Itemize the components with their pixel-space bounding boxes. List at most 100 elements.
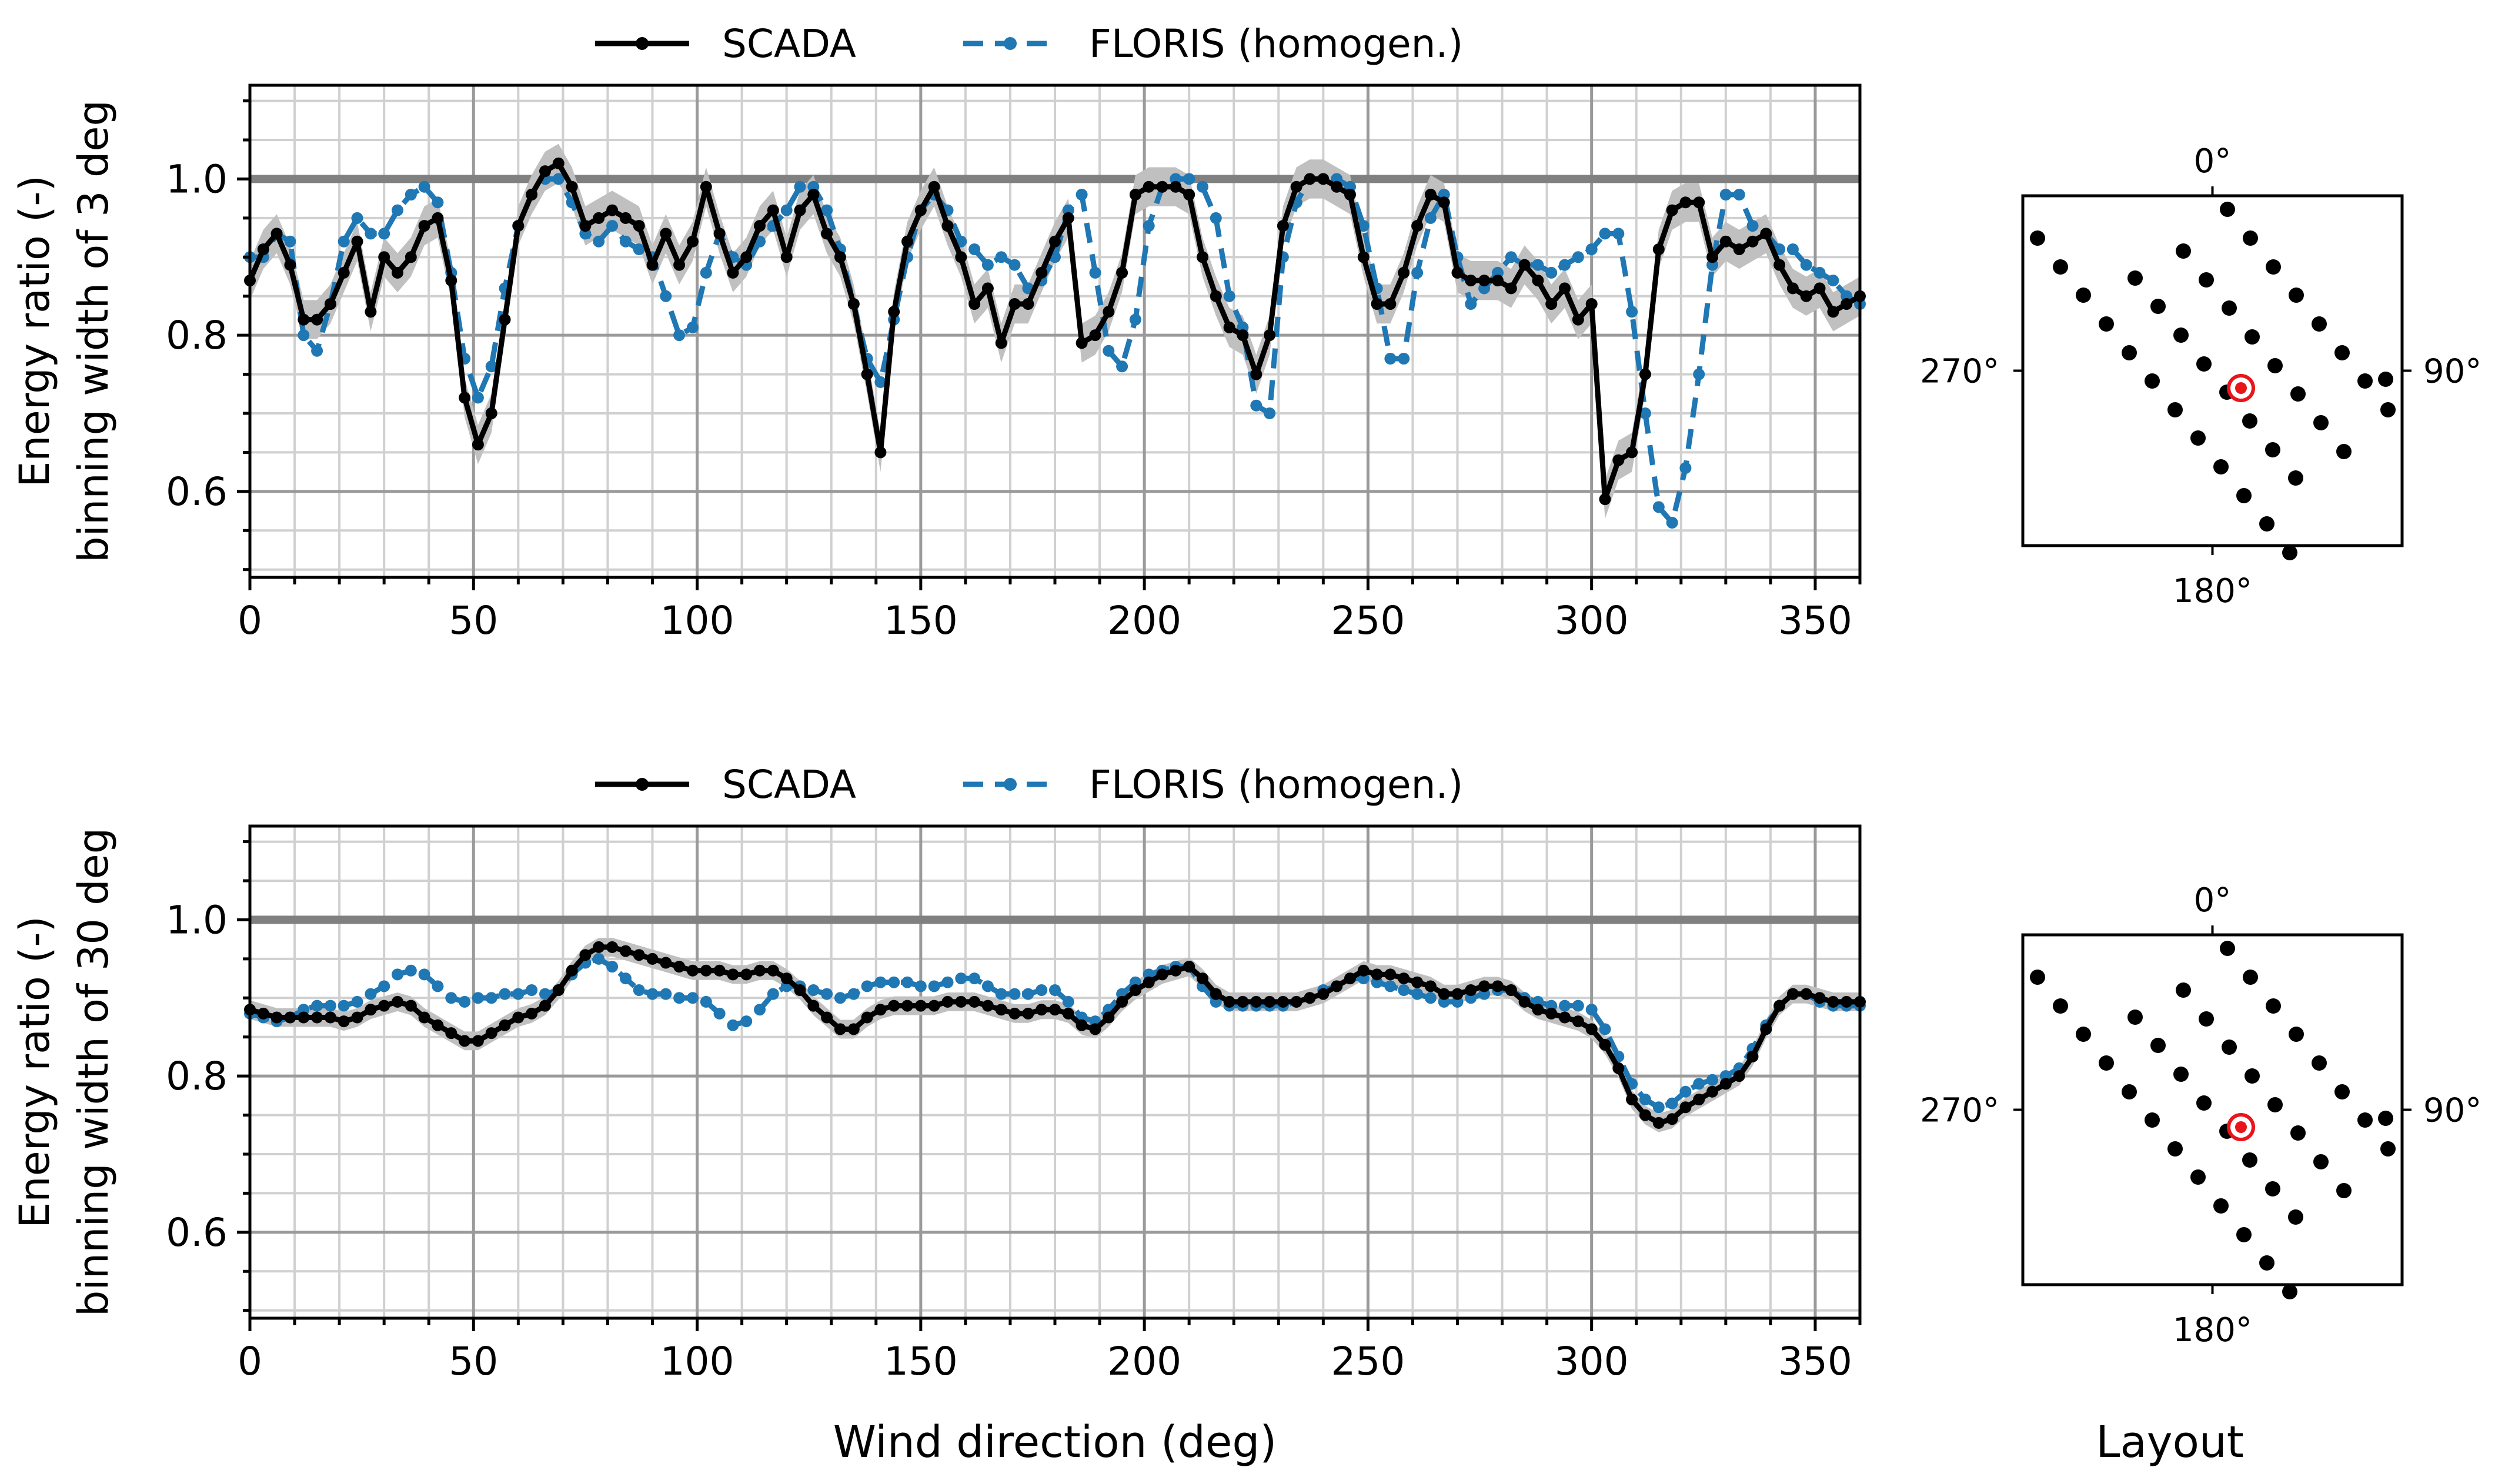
scada-point (499, 313, 511, 326)
scada-point (1719, 1078, 1732, 1090)
scada-point (324, 298, 336, 310)
scada-point (1813, 992, 1826, 1004)
scada-point (445, 275, 457, 287)
energy-ratio-3deg-chart: 0 50 100 150 200 250 300 350 0.6 0.8 1.0 Energy rat… (11, 83, 1866, 643)
scada-point (1237, 329, 1249, 342)
turbine-dot (2190, 430, 2206, 446)
scada-point (700, 181, 712, 193)
turbine-dot (2378, 1111, 2393, 1126)
floris-point (392, 204, 403, 216)
scada-point (1760, 228, 1772, 240)
scada-point (1773, 259, 1786, 271)
floris-point (914, 980, 927, 992)
floris-point (378, 980, 390, 992)
scada-point (1559, 282, 1571, 295)
scada-point (499, 1019, 511, 1031)
scada-point (888, 1000, 900, 1012)
scada-point (1719, 235, 1732, 248)
scada-point (526, 189, 538, 200)
scada-point (472, 439, 484, 451)
scada-point (1639, 368, 1651, 380)
turbine-dot (2242, 413, 2257, 429)
selected-turbine-dot (2235, 382, 2247, 394)
turbine-dot (2265, 442, 2280, 457)
floris-point (713, 1007, 726, 1020)
floris-point (485, 992, 497, 1004)
x-tick-label: 300 (1555, 1339, 1629, 1384)
scada-point (1237, 995, 1249, 1008)
scada-point (1706, 1085, 1718, 1098)
scada-point (1062, 1007, 1074, 1020)
floris-point (1666, 1097, 1678, 1109)
floris-point (606, 220, 619, 232)
turbine-dot (2199, 1011, 2214, 1027)
floris-point (284, 235, 296, 248)
floris-point (995, 251, 1007, 263)
legend-floris-marker (1004, 778, 1017, 791)
scada-point (1599, 493, 1611, 506)
y-axis-label-line2: binning width of 3 deg (69, 100, 118, 563)
floris-point (1076, 189, 1088, 200)
floris-point (1706, 1074, 1718, 1086)
floris-point (874, 376, 887, 388)
floris-point (1116, 360, 1128, 373)
scada-point (539, 165, 551, 178)
compass-north-label: 0° (2194, 142, 2232, 181)
scada-point (1518, 995, 1531, 1008)
scada-point (459, 392, 471, 404)
legend-scada-marker (636, 37, 649, 50)
floris-point (646, 988, 659, 1000)
turbine-dot (2336, 444, 2352, 459)
scada-point (928, 1000, 940, 1012)
scada-point (1170, 964, 1182, 977)
scada-point (1451, 266, 1464, 279)
floris-point (1800, 259, 1812, 271)
scada-point (727, 266, 739, 279)
floris-point (1008, 259, 1021, 271)
scada-point (807, 189, 820, 200)
scada-point (687, 235, 699, 248)
scada-point (284, 1011, 296, 1024)
scada-point (459, 1035, 471, 1047)
floris-point (1008, 988, 1021, 1000)
floris-point (995, 988, 1007, 1000)
scada-point (1827, 306, 1839, 318)
floris-point (324, 1000, 336, 1012)
floris-point (700, 266, 712, 279)
scada-point (767, 204, 779, 216)
layout-caption: Layout (2096, 1417, 2244, 1468)
scada-point (1331, 181, 1343, 193)
floris-point (847, 988, 860, 1000)
floris-point (1411, 988, 1424, 1000)
floris-point (1626, 306, 1638, 318)
turbine-dot (2099, 1055, 2114, 1071)
scada-point (1344, 972, 1356, 985)
floris-point (687, 321, 699, 333)
floris-point (901, 976, 913, 988)
floris-point (1813, 266, 1826, 279)
turbine-dot (2312, 316, 2327, 332)
floris-point (1505, 251, 1517, 263)
turbine-dot (2334, 345, 2350, 360)
layout-frame (2021, 194, 2404, 547)
turbine-dot (2378, 372, 2393, 387)
scada-confidence-band (250, 938, 1860, 1132)
scada-point (392, 266, 403, 279)
scada-point (1250, 368, 1262, 380)
floris-point (633, 984, 645, 996)
scada-point (1264, 329, 1276, 342)
floris-point (418, 181, 430, 193)
scada-point (1827, 995, 1839, 1008)
floris-point (981, 259, 994, 271)
scada-point (552, 157, 565, 169)
floris-point (1666, 517, 1678, 529)
floris-point (311, 1000, 323, 1012)
scada-point (821, 1011, 833, 1024)
compass-north-label: 0° (2194, 881, 2232, 920)
turbine-dot (2236, 1227, 2252, 1242)
scada-point (1572, 1015, 1584, 1028)
scada-point (1693, 1094, 1705, 1105)
layout-inset-top: 0° 180° 270° 90° (1920, 142, 2481, 610)
scada-point (1116, 995, 1128, 1008)
turbine-dot (2334, 1084, 2350, 1099)
